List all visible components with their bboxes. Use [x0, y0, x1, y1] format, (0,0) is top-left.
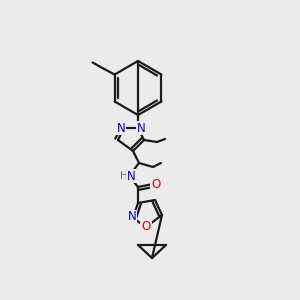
- Text: H: H: [120, 171, 128, 181]
- Text: O: O: [152, 178, 160, 190]
- Text: N: N: [127, 169, 135, 182]
- Text: N: N: [128, 211, 136, 224]
- Text: N: N: [136, 122, 146, 134]
- Text: O: O: [141, 220, 151, 232]
- Text: N: N: [117, 122, 125, 134]
